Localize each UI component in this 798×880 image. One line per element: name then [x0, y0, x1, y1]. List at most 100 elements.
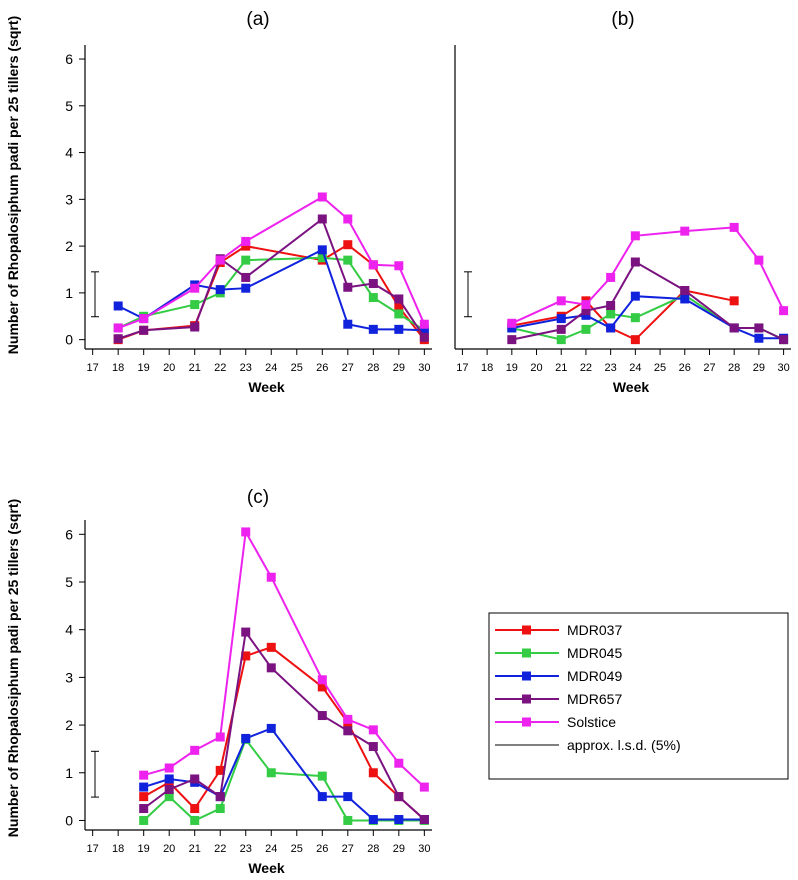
data-point — [630, 313, 640, 323]
data-point — [680, 226, 690, 236]
data-point — [241, 255, 251, 265]
data-point — [113, 334, 123, 344]
series-mdr657 — [139, 627, 429, 825]
data-point — [507, 318, 517, 328]
panel-b: (b) 17 18 19 20 21 22 23 24 25 26 27 28 29 30 Week — [454, 9, 791, 395]
x-tick-label: 20 — [163, 362, 175, 374]
x-tick-label: 22 — [214, 843, 226, 855]
x-tick-label: 22 — [214, 362, 226, 374]
series-line — [511, 226, 785, 325]
data-point — [343, 726, 353, 736]
data-point — [266, 663, 276, 673]
series-line — [143, 528, 425, 788]
data-point — [164, 792, 174, 802]
data-point — [215, 765, 225, 775]
data-point — [113, 301, 123, 311]
x-tick-label: 23 — [240, 362, 252, 374]
x-tick-label: 27 — [703, 362, 715, 374]
data-point — [581, 300, 591, 310]
data-point — [139, 325, 149, 335]
y-tick-label: 5 — [65, 98, 73, 114]
x-tick-label: 17 — [87, 362, 99, 374]
data-point — [368, 279, 378, 289]
legend-item: MDR037 — [495, 622, 622, 638]
data-point — [215, 732, 225, 742]
x-tick-label: 24 — [629, 362, 641, 374]
data-point — [164, 784, 174, 794]
y-tick-label: 4 — [65, 145, 73, 161]
data-point — [241, 733, 251, 743]
x-tick-label: 30 — [777, 362, 789, 374]
legend-label: MDR049 — [567, 668, 622, 684]
x-axis-label: Week — [248, 379, 285, 395]
data-point — [394, 324, 404, 334]
data-point — [368, 815, 378, 825]
data-point — [317, 214, 327, 224]
x-tick-label: 28 — [367, 362, 379, 374]
data-point — [215, 255, 225, 265]
data-point — [266, 723, 276, 733]
y-tick-label: 6 — [65, 526, 73, 542]
x-tick-label: 27 — [342, 843, 354, 855]
y-axis-label-top: Number of Rhopalosiphum padi per 25 till… — [5, 16, 21, 354]
y-tick-label: 2 — [65, 238, 73, 254]
data-point — [754, 255, 764, 265]
data-point — [266, 572, 276, 582]
data-point — [368, 742, 378, 752]
x-tick-label: 23 — [240, 843, 252, 855]
data-point — [394, 815, 404, 825]
data-point — [266, 768, 276, 778]
data-point — [368, 725, 378, 735]
data-point — [368, 324, 378, 334]
data-point — [630, 291, 640, 301]
data-point — [419, 332, 429, 342]
data-point — [190, 300, 200, 310]
data-point — [779, 335, 789, 345]
data-point — [779, 306, 789, 316]
data-point — [343, 319, 353, 329]
x-tick-label: 21 — [555, 362, 567, 374]
x-tick-label: 25 — [291, 362, 303, 374]
data-point — [139, 782, 149, 792]
series-mdr045 — [507, 290, 789, 345]
x-tick-label: 29 — [393, 843, 405, 855]
data-point — [317, 245, 327, 255]
data-point — [419, 319, 429, 329]
y-tick-label: 1 — [65, 765, 73, 781]
x-axis-label: Week — [248, 860, 285, 876]
x-tick-label: 28 — [728, 362, 740, 374]
data-point — [113, 323, 123, 333]
data-point — [343, 792, 353, 802]
data-point — [317, 682, 327, 692]
series-mdr049 — [507, 291, 789, 343]
data-point — [241, 283, 251, 293]
data-point — [394, 758, 404, 768]
data-point — [680, 294, 690, 304]
data-point — [343, 714, 353, 724]
data-point — [729, 222, 739, 232]
series-line — [143, 646, 425, 821]
x-tick-label: 28 — [367, 843, 379, 855]
data-point — [139, 804, 149, 814]
data-point — [754, 323, 764, 333]
x-tick-label: 29 — [753, 362, 765, 374]
x-tick-label: 21 — [189, 843, 201, 855]
data-point — [394, 792, 404, 802]
data-point — [215, 804, 225, 814]
panel-title: (b) — [611, 9, 634, 30]
y-tick-label: 3 — [65, 669, 73, 685]
data-point — [394, 261, 404, 271]
data-point — [630, 257, 640, 267]
data-point — [215, 285, 225, 295]
data-point — [394, 294, 404, 304]
x-tick-label: 29 — [393, 362, 405, 374]
data-point — [241, 627, 251, 637]
y-tick-label: 6 — [65, 51, 73, 67]
x-tick-label: 17 — [456, 362, 468, 374]
data-point — [606, 309, 616, 319]
legend-marker — [522, 717, 531, 727]
data-point — [343, 255, 353, 265]
data-point — [241, 651, 251, 661]
